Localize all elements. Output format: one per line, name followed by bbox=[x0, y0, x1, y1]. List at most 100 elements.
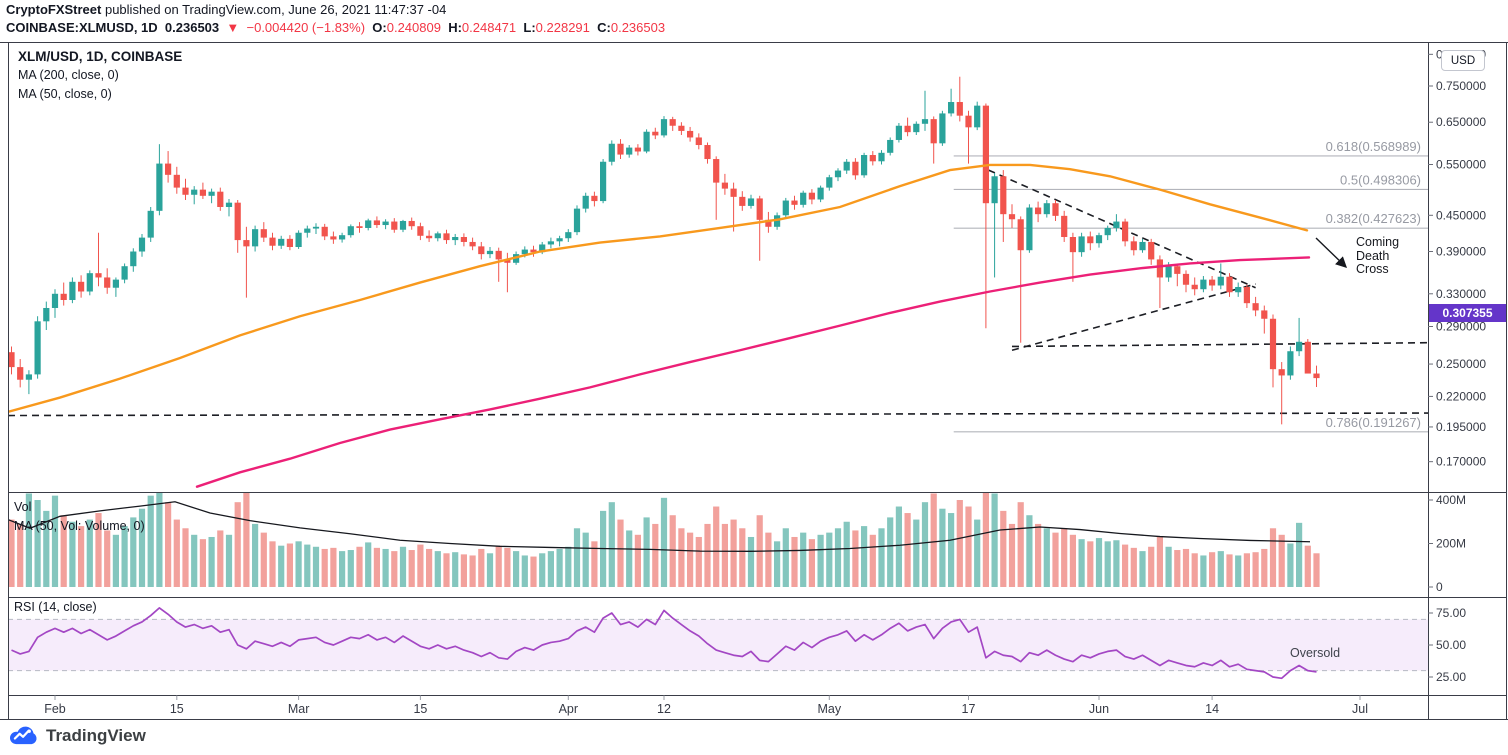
ma50-legend[interactable]: MA (50, close, 0) bbox=[18, 87, 112, 101]
axis-tick-label: 0.170000 bbox=[1436, 455, 1486, 469]
volume-bar bbox=[138, 508, 146, 587]
volume-bar bbox=[687, 532, 694, 587]
high-label: H: bbox=[448, 20, 462, 35]
tradingview-brand-text: TradingView bbox=[46, 725, 146, 745]
volume-bar bbox=[791, 536, 798, 587]
volume-bar bbox=[426, 548, 433, 587]
tradingview-footer[interactable]: TradingView bbox=[8, 725, 146, 746]
candle bbox=[582, 195, 589, 209]
candle bbox=[260, 229, 267, 238]
volume-bar bbox=[1035, 523, 1042, 587]
volume-bar bbox=[199, 539, 206, 587]
candle bbox=[1217, 276, 1224, 286]
volume-bar bbox=[1008, 523, 1016, 587]
candle bbox=[147, 210, 154, 238]
candle bbox=[330, 236, 337, 240]
currency-toggle-button[interactable]: USD bbox=[1441, 50, 1485, 71]
time-tick-label: 15 bbox=[170, 702, 184, 716]
volume-bar bbox=[1043, 528, 1050, 587]
candle bbox=[252, 229, 259, 247]
volume-ma-legend[interactable]: MA (50, Vol: Volume, 0) bbox=[14, 519, 145, 533]
volume-bar bbox=[513, 551, 520, 587]
axis-tick-label: 200M bbox=[1436, 537, 1466, 551]
volume-bar bbox=[782, 528, 789, 587]
publish-info: published on TradingView.com, June 26, 2… bbox=[101, 2, 447, 17]
volume-bar bbox=[243, 493, 250, 587]
volume-bar bbox=[704, 523, 711, 587]
candle bbox=[1296, 341, 1303, 352]
time-tick-label: Mar bbox=[288, 702, 310, 716]
time-tick-label: 12 bbox=[657, 702, 671, 716]
volume-bar bbox=[60, 515, 67, 587]
volume-bar bbox=[895, 506, 902, 587]
volume-bar bbox=[78, 526, 85, 587]
price-axis[interactable]: 0.8500000.7500000.6500000.5500000.450000… bbox=[1428, 47, 1486, 684]
ma200-legend[interactable]: MA (200, close, 0) bbox=[18, 68, 119, 82]
candle bbox=[982, 105, 989, 204]
volume-bar bbox=[747, 536, 755, 587]
candle bbox=[1278, 369, 1285, 376]
candle bbox=[1269, 318, 1277, 370]
ma-overlays bbox=[8, 163, 1311, 488]
time-tick-label: 14 bbox=[1205, 702, 1219, 716]
close-value: 0.236503 bbox=[610, 20, 666, 35]
volume-bar bbox=[469, 555, 476, 587]
candle bbox=[956, 102, 963, 116]
candle bbox=[939, 113, 946, 144]
volume-bar bbox=[1313, 553, 1320, 587]
volume-bar bbox=[434, 551, 441, 587]
fib-label: 0.786(0.191267) bbox=[1326, 415, 1421, 430]
volume-bar bbox=[1200, 555, 1207, 587]
volume-bar bbox=[1078, 539, 1085, 587]
death-cross-annotation: Coming Death Cross bbox=[1356, 235, 1400, 276]
rsi-legend-label[interactable]: RSI (14, close) bbox=[14, 600, 97, 614]
volume-bar bbox=[382, 548, 389, 587]
candle bbox=[747, 198, 755, 206]
volume-bar bbox=[660, 497, 668, 587]
volume-bar bbox=[104, 530, 111, 587]
candle bbox=[826, 177, 833, 188]
volume-bar bbox=[191, 534, 198, 587]
volume-bar bbox=[643, 517, 650, 587]
candle bbox=[34, 321, 41, 375]
axis-tick-label: 400M bbox=[1436, 493, 1466, 507]
volume-bar bbox=[278, 545, 285, 587]
volume-bar bbox=[495, 545, 502, 587]
time-tick-label: Jul bbox=[1352, 702, 1368, 716]
candle bbox=[861, 155, 868, 176]
time-tick-label: 15 bbox=[413, 702, 427, 716]
candle bbox=[565, 232, 572, 239]
axis-tick-label: 0.650000 bbox=[1436, 115, 1486, 129]
volume-bar bbox=[443, 553, 450, 587]
candle bbox=[730, 188, 737, 197]
volume-bar bbox=[130, 517, 137, 587]
main-pane-legend: XLM/USD, 1D, COINBASE MA (200, close, 0)… bbox=[18, 47, 182, 104]
volume-bar bbox=[34, 500, 41, 587]
candle bbox=[399, 220, 407, 230]
volume-bar bbox=[608, 502, 615, 587]
candle bbox=[626, 147, 633, 155]
axis-tick-label: 0.450000 bbox=[1436, 208, 1486, 222]
volume-legend-label[interactable]: Vol bbox=[14, 500, 32, 514]
candle bbox=[643, 131, 650, 152]
candle bbox=[695, 137, 702, 146]
candle bbox=[1252, 303, 1259, 311]
volume-bar bbox=[626, 530, 633, 587]
volume-bar bbox=[530, 556, 537, 587]
candle bbox=[478, 246, 485, 255]
volume-bar bbox=[913, 519, 920, 587]
volume-bar bbox=[1226, 554, 1233, 587]
ma200-line bbox=[8, 163, 1309, 414]
volume-bar bbox=[1122, 544, 1129, 587]
candle bbox=[321, 226, 328, 237]
candle bbox=[834, 170, 842, 178]
candle bbox=[1078, 236, 1085, 253]
candle bbox=[1235, 286, 1242, 293]
volume-layer bbox=[8, 493, 1320, 587]
candle bbox=[1026, 207, 1033, 251]
volume-bar bbox=[843, 521, 850, 587]
candle bbox=[191, 189, 198, 195]
time-axis[interactable]: Feb 15 Mar 15 Apr 12 May 17 Jun 14 Jul bbox=[44, 695, 1368, 717]
candle bbox=[774, 215, 781, 227]
